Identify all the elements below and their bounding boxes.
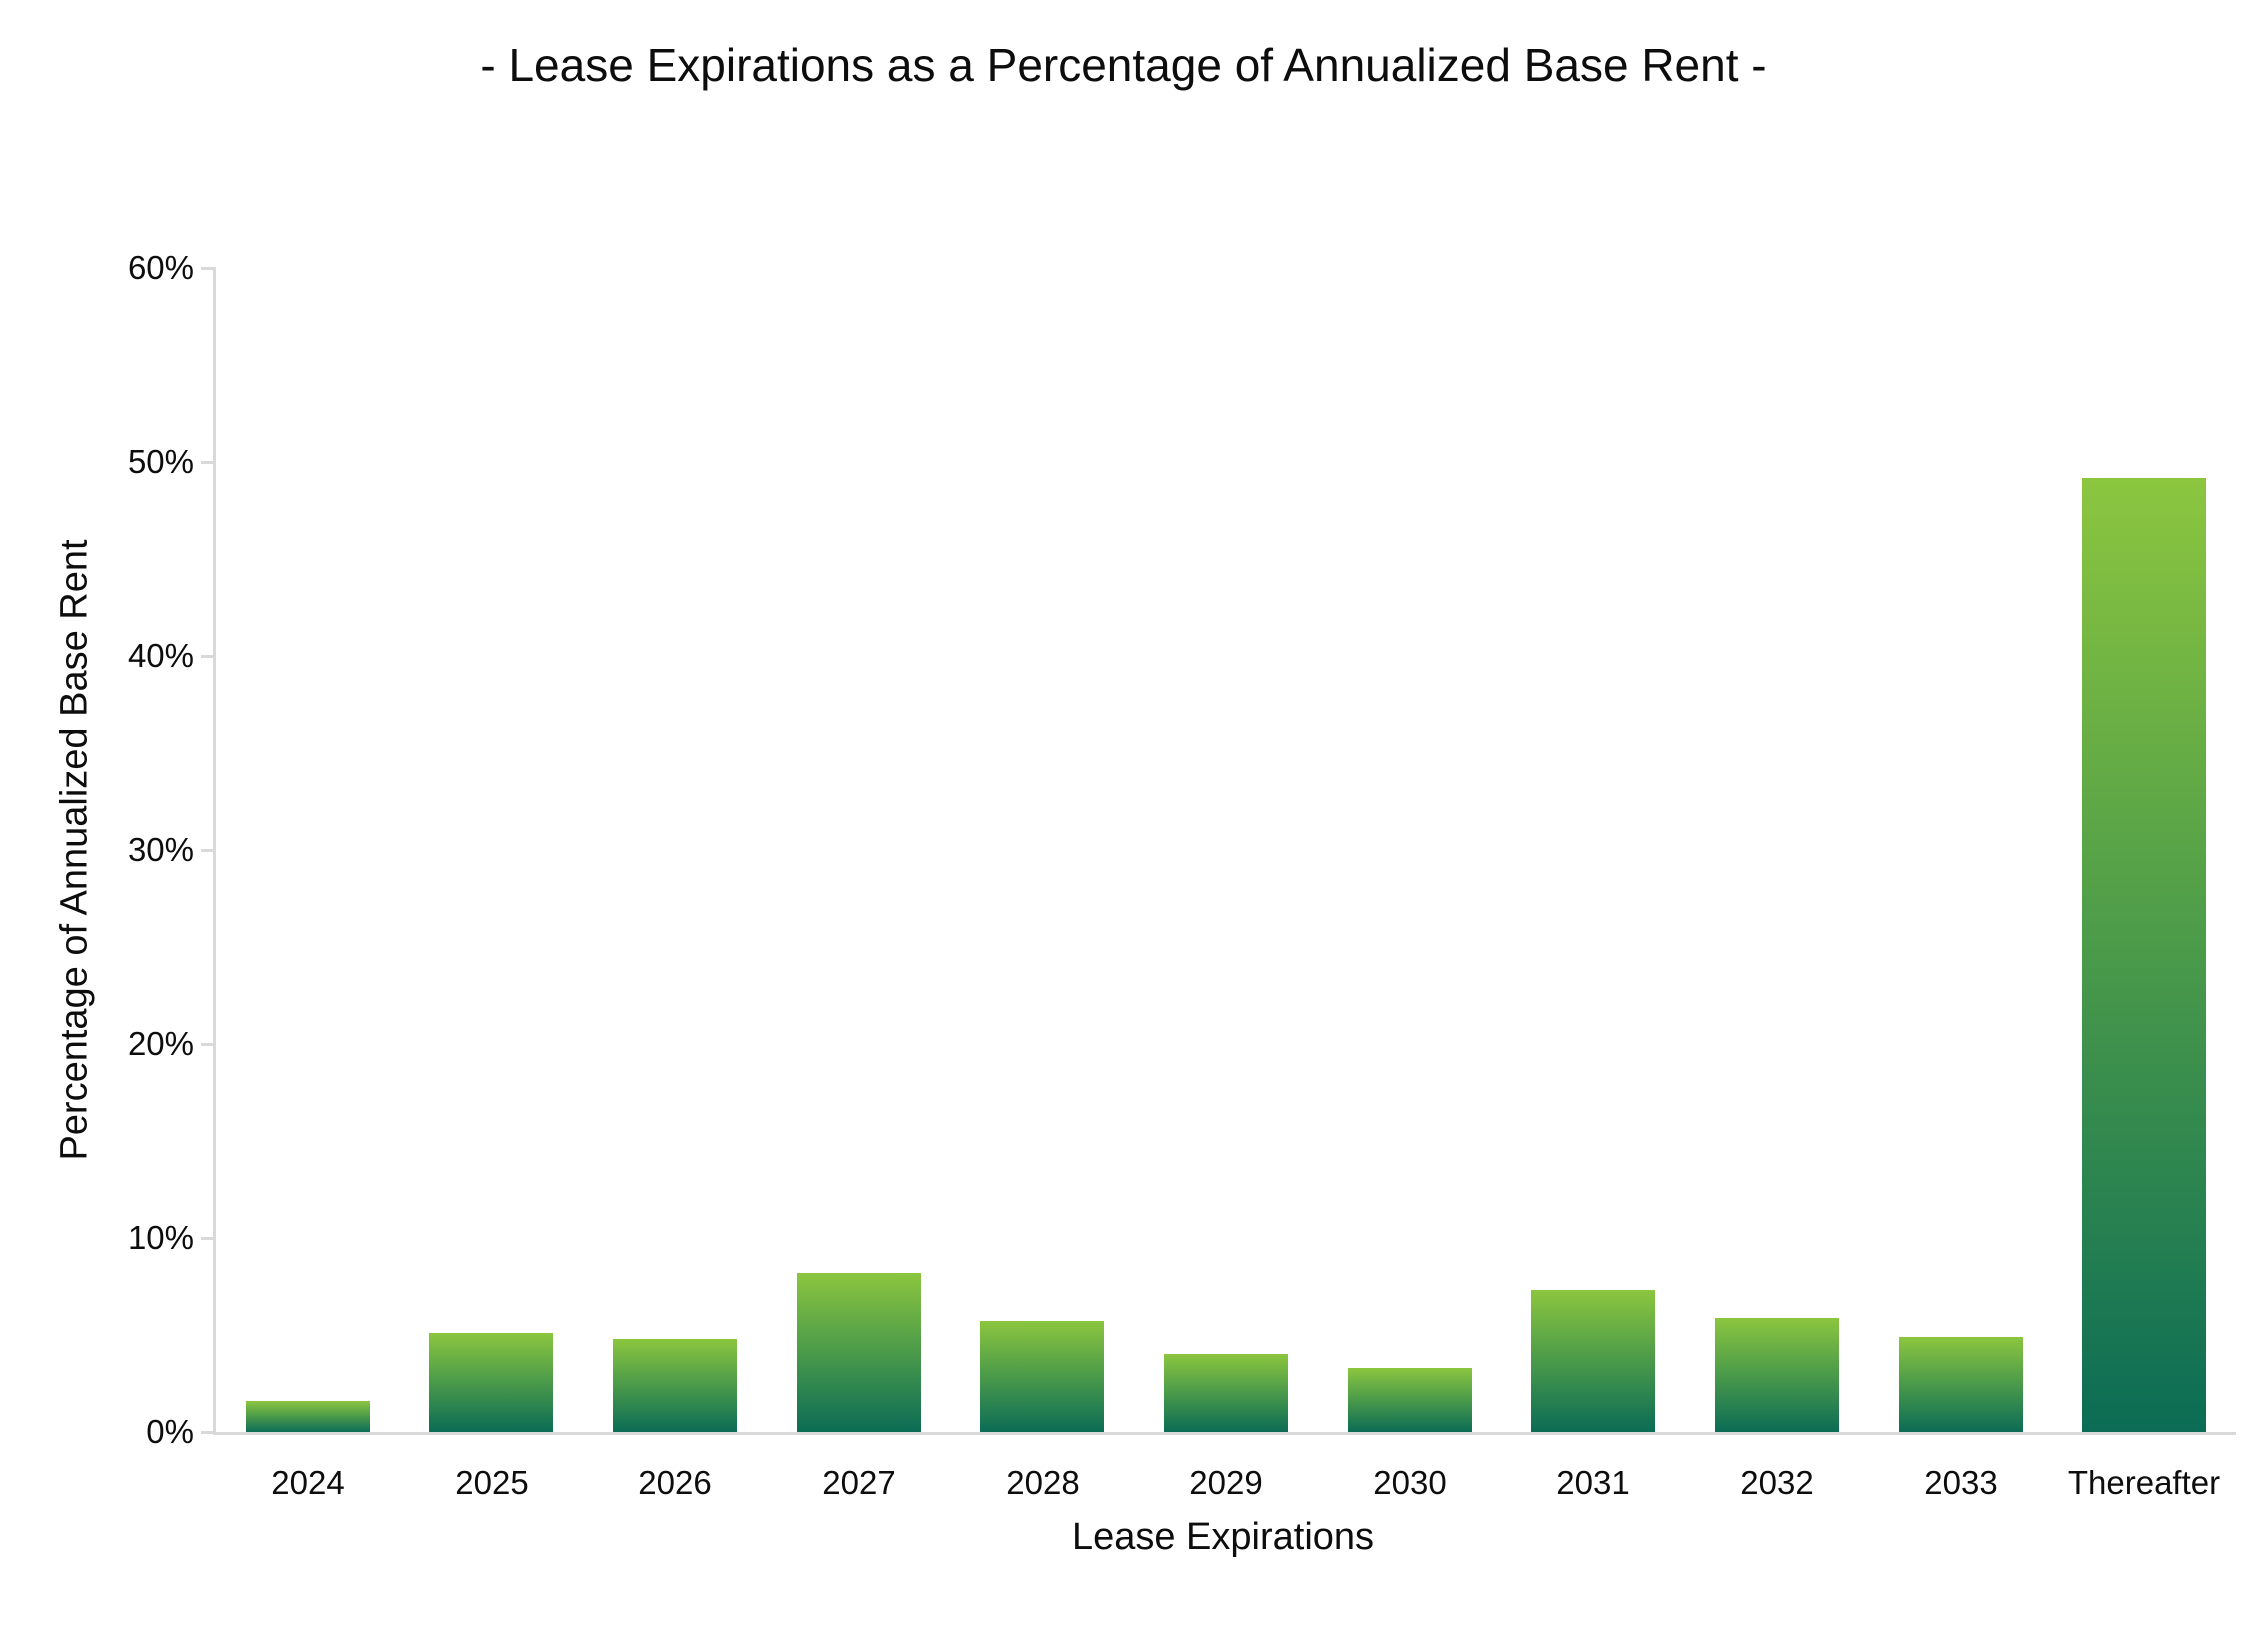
x-tick-label: 2029	[1189, 1464, 1263, 1501]
y-tick-label: 20%	[127, 1025, 194, 1062]
bar-2026	[613, 1339, 737, 1432]
bar-2029	[1164, 1354, 1288, 1432]
y-tick-label: 0%	[146, 1413, 194, 1450]
x-tick-label: 2028	[1006, 1464, 1080, 1501]
x-tick-label: Thereafter	[2067, 1464, 2221, 1501]
x-tick-label: 2026	[638, 1464, 712, 1501]
y-tick-label: 50%	[127, 443, 194, 480]
y-tick-mark	[201, 849, 216, 852]
plot-area: 60% 50% 40% 30% 20% 10% 0% 2024 2025 2026 2027 2028…	[128, 249, 2236, 1501]
y-tick-label: 40%	[127, 637, 194, 674]
y-tick-label: 10%	[127, 1219, 194, 1256]
chart-title: - Lease Expirations as a Percentage of A…	[480, 39, 1767, 91]
x-tick-label: 2027	[822, 1464, 896, 1501]
x-tick-label: 2030	[1373, 1464, 1447, 1501]
y-tick-mark	[201, 461, 216, 464]
bar-2031	[1531, 1290, 1655, 1432]
x-tick-label: 2031	[1556, 1464, 1630, 1501]
y-tick-mark	[201, 1043, 216, 1046]
bar-2024	[246, 1401, 370, 1432]
bar-2025	[429, 1333, 553, 1432]
y-tick-mark	[201, 655, 216, 658]
x-tick-label: 2032	[1740, 1464, 1814, 1501]
bar-2027	[797, 1273, 921, 1432]
y-tick-label: 30%	[127, 831, 194, 868]
bar-2028	[980, 1321, 1104, 1432]
bar-2033	[1899, 1337, 2023, 1432]
y-tick-mark	[201, 1431, 216, 1434]
y-axis-title: Percentage of Annualized Base Rent	[53, 539, 96, 1161]
x-tick-label: 2025	[455, 1464, 529, 1501]
x-tick-label: 2024	[271, 1464, 345, 1501]
y-tick-label: 60%	[127, 249, 194, 286]
bar-2030	[1348, 1368, 1472, 1432]
x-tick-label: 2033	[1924, 1464, 1998, 1501]
y-tick-mark	[201, 1237, 216, 1240]
x-axis-title: Lease Expirations	[1071, 1516, 1375, 1558]
bar-2032	[1715, 1318, 1839, 1432]
y-tick-mark	[201, 267, 216, 270]
bar-thereafter	[2082, 478, 2206, 1432]
